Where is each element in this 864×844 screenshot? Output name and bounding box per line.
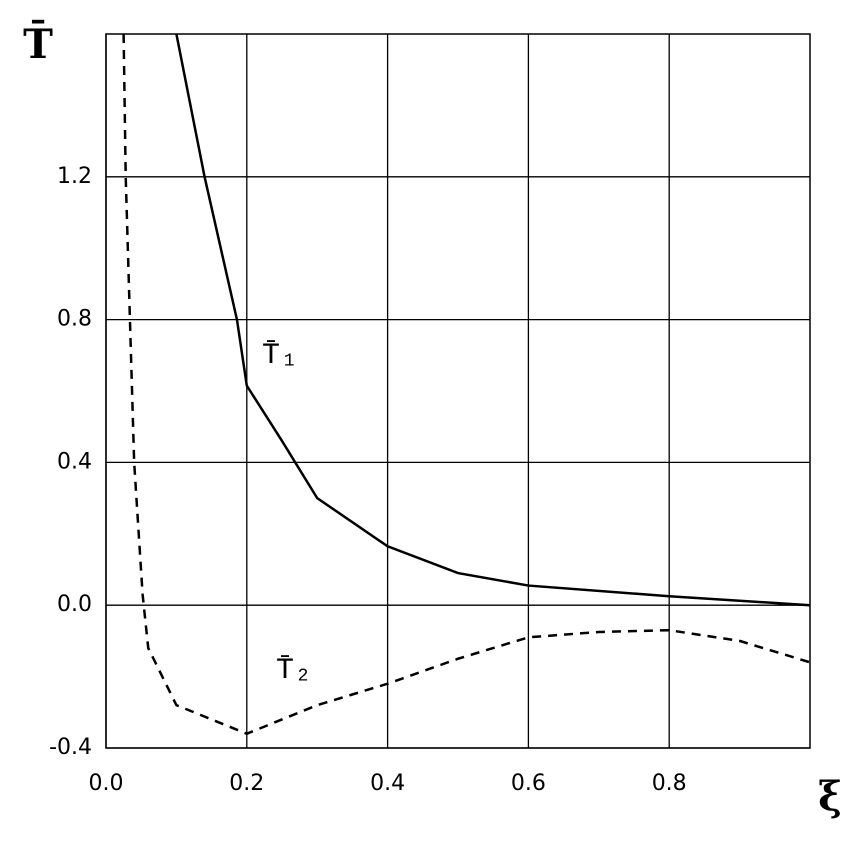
x-tick-label: 0.8 bbox=[652, 771, 687, 796]
y-tick-label: 0.8 bbox=[57, 307, 92, 332]
x-tick-label: 0.2 bbox=[229, 771, 264, 796]
y-tick-label: 0.0 bbox=[57, 592, 92, 617]
x-tick-label: 0.0 bbox=[89, 771, 124, 796]
x-tick-label: 0.6 bbox=[511, 771, 546, 796]
plot-frame bbox=[105, 33, 811, 749]
series-line bbox=[122, 33, 811, 736]
series-label: T̄₂ bbox=[276, 654, 312, 688]
y-axis-title: T̄ bbox=[23, 21, 53, 68]
series-line bbox=[175, 33, 811, 607]
y-tick-label: 0.4 bbox=[57, 449, 92, 474]
y-tick-label: -0.4 bbox=[49, 735, 92, 760]
x-tick-label: 0.4 bbox=[370, 771, 405, 796]
series-label: T̄₁ bbox=[262, 339, 298, 373]
x-axis-title: ξ bbox=[818, 773, 842, 820]
y-tick-label: 1.2 bbox=[57, 164, 92, 189]
